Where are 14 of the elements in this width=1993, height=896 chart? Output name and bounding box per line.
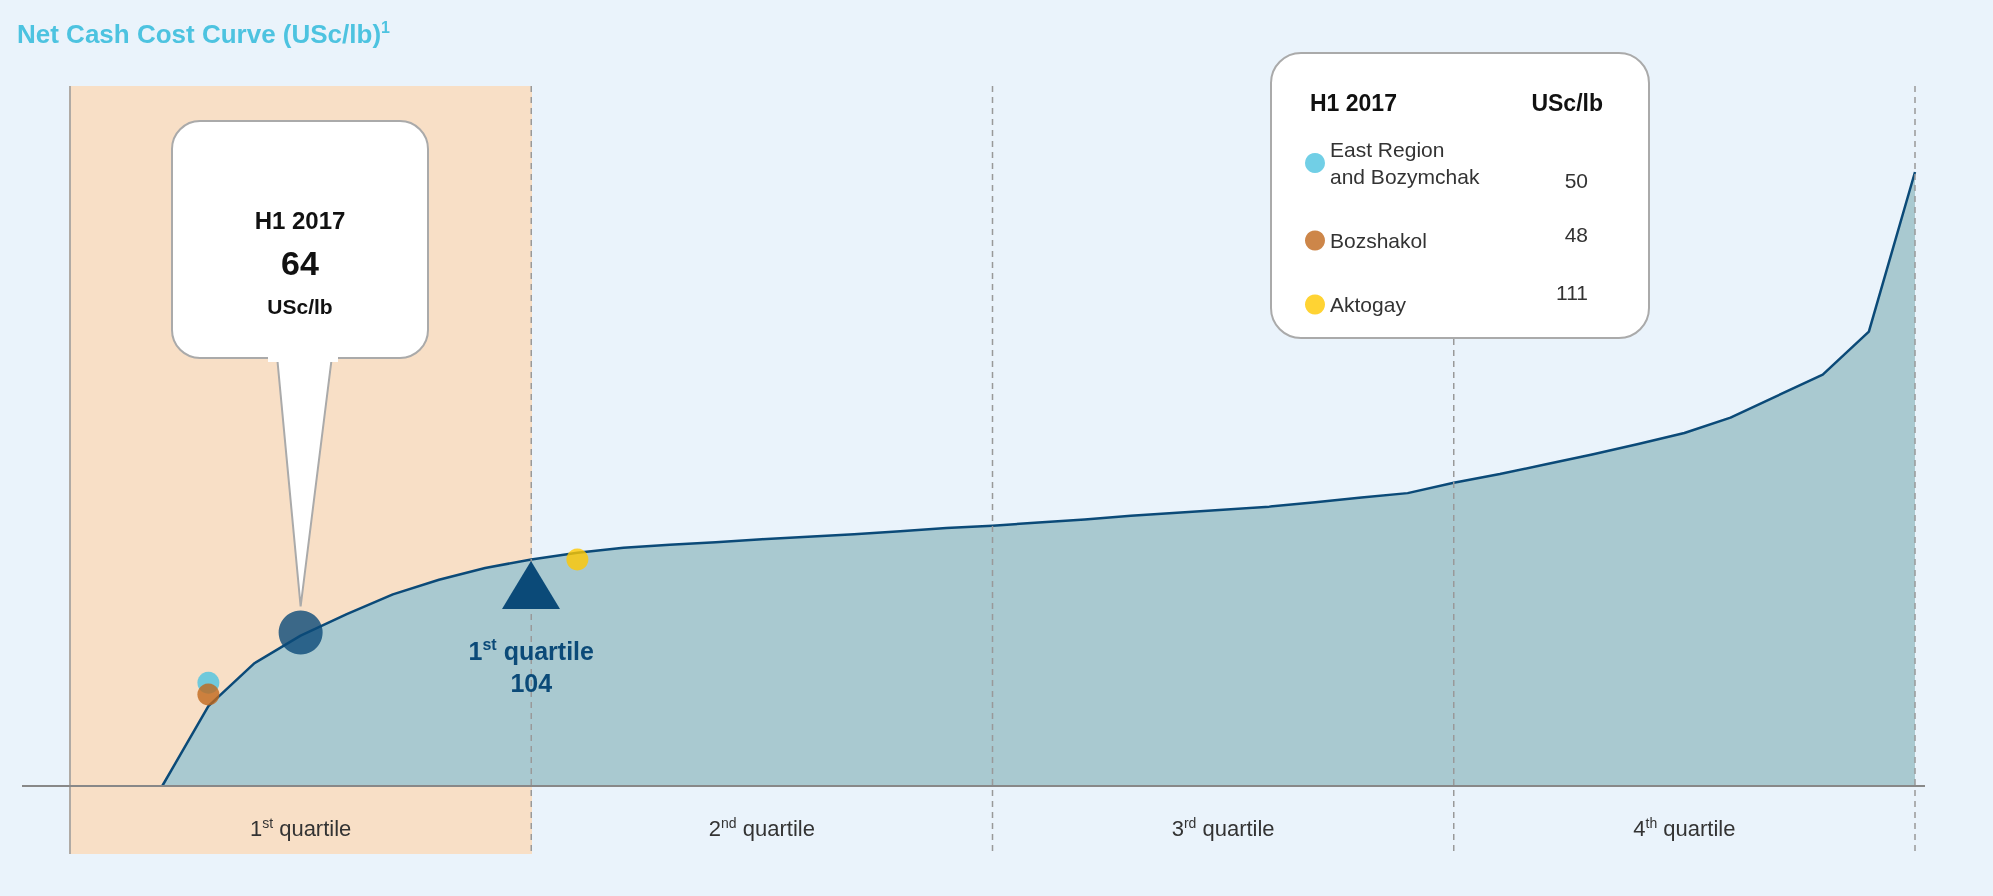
point: [197, 683, 220, 706]
text: 64: [281, 244, 319, 282]
legend-title: H1 2017: [253, 207, 347, 234]
point: [278, 610, 323, 655]
text: H1 2017: [1310, 90, 1397, 116]
annotation: 50: [1564, 168, 1588, 192]
text: USc/lb: [1531, 90, 1603, 116]
annotation: USc/lb: [266, 294, 334, 318]
legend-label: Aktogay: [1330, 293, 1407, 316]
annotation: 111: [1556, 280, 1588, 304]
annotation: 48: [1564, 222, 1588, 246]
point: [566, 548, 589, 571]
legend-label: Bozshakol: [1330, 229, 1427, 252]
legend-label: East Region and Bozymchak: [1330, 138, 1480, 188]
